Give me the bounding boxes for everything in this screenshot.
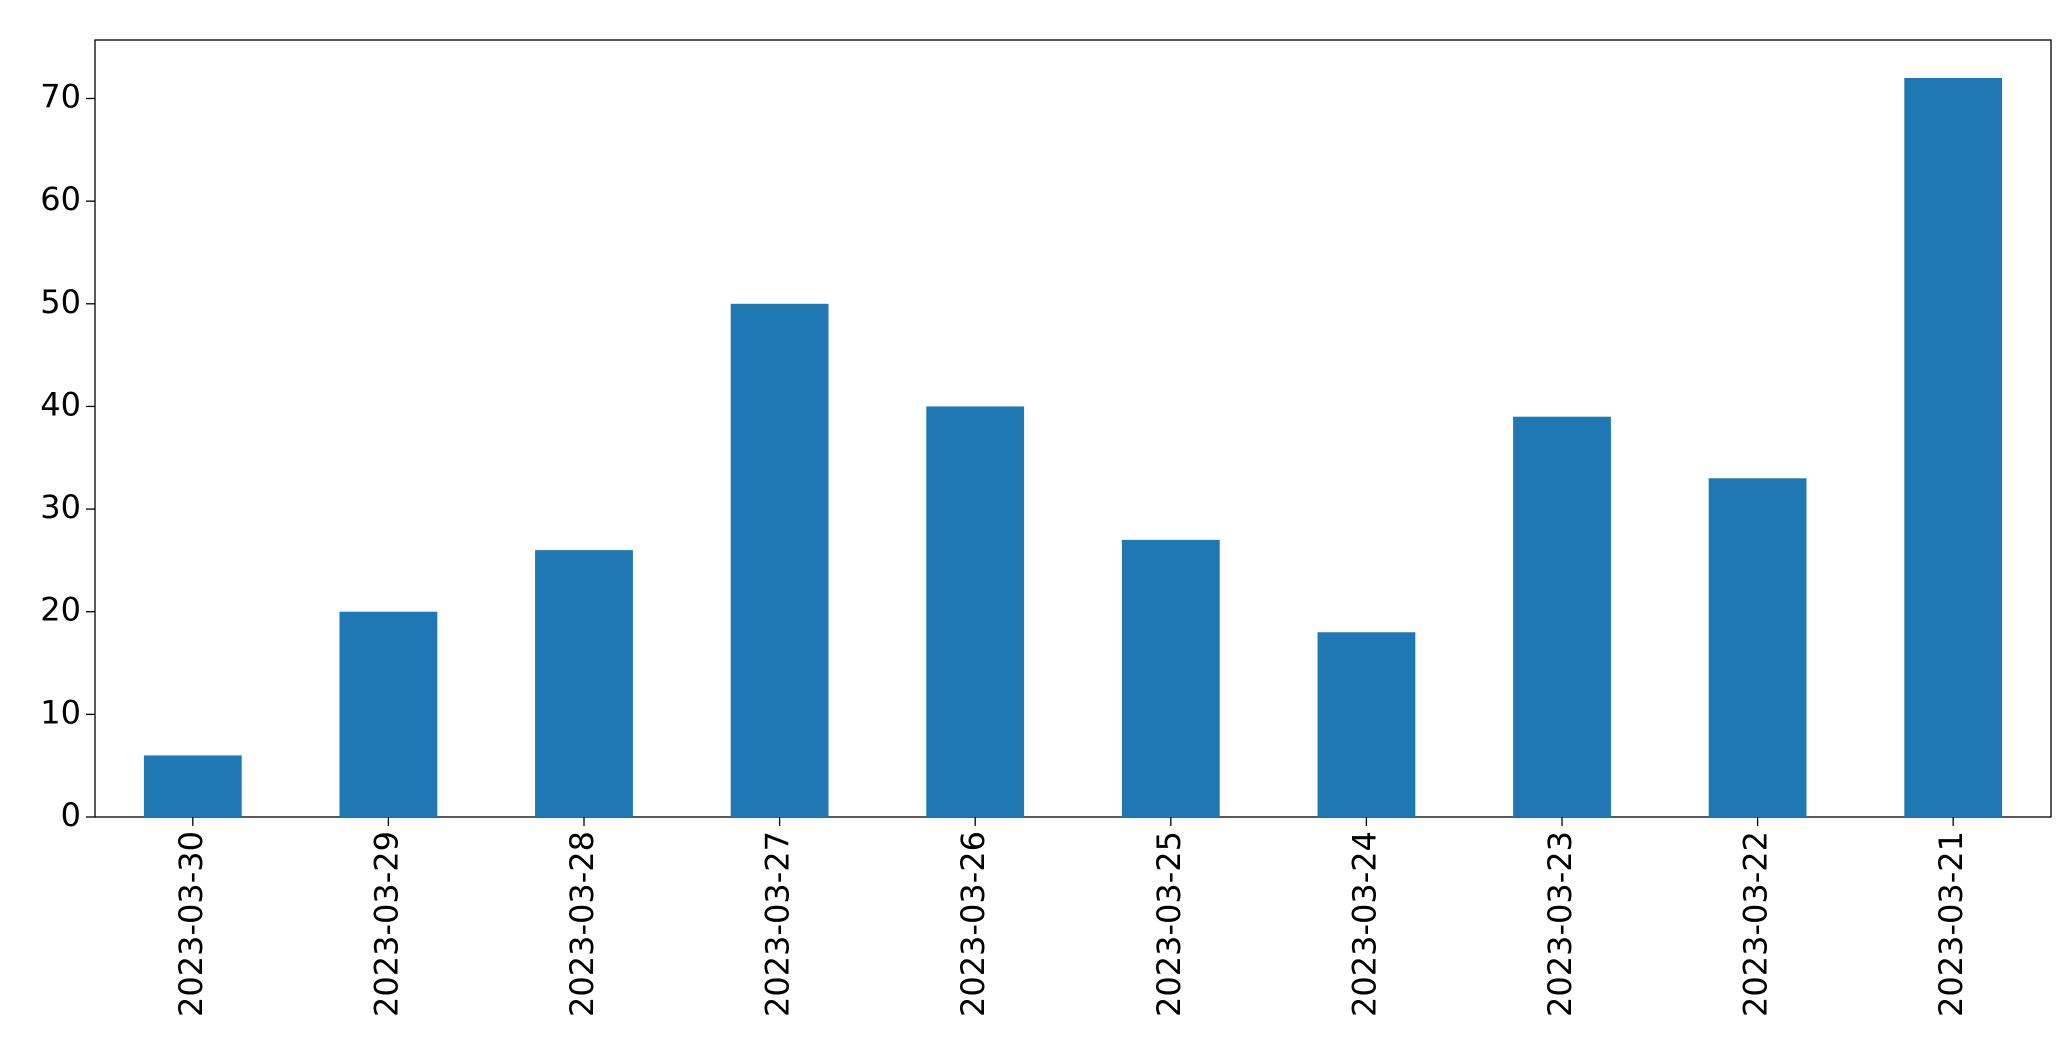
plot-frame xyxy=(94,39,2052,818)
x-tick-label: 2023-03-25 xyxy=(1150,831,1188,1017)
x-tick-label: 2023-03-21 xyxy=(1932,831,1970,1017)
x-tick-label: 2023-03-26 xyxy=(954,831,992,1017)
y-tick-label: 60 xyxy=(40,180,81,218)
bar xyxy=(535,550,633,817)
bar xyxy=(730,303,829,818)
x-tick-label: 2023-03-27 xyxy=(759,831,797,1017)
x-tick-label: 2023-03-24 xyxy=(1345,831,1383,1017)
x-tick-label: 2023-03-30 xyxy=(172,831,210,1017)
y-tick-label: 10 xyxy=(40,693,81,731)
bar xyxy=(1317,632,1416,817)
bar xyxy=(1904,77,2003,818)
x-tick-label: 2023-03-23 xyxy=(1541,831,1579,1017)
x-tick-label: 2023-03-29 xyxy=(367,831,405,1017)
y-tick-label: 0 xyxy=(61,796,81,834)
bar xyxy=(1708,478,1807,817)
y-tick-label: 50 xyxy=(40,283,81,321)
bar xyxy=(339,611,438,817)
y-tick-label: 30 xyxy=(40,488,81,526)
bar xyxy=(1513,416,1611,817)
x-tick-label: 2023-03-28 xyxy=(563,831,601,1017)
y-tick-label: 20 xyxy=(40,591,81,629)
y-tick-label: 70 xyxy=(40,78,81,116)
bar xyxy=(1121,539,1220,817)
y-tick-label: 40 xyxy=(40,385,81,423)
bar xyxy=(143,755,242,817)
bar xyxy=(926,406,1025,817)
x-tick-label: 2023-03-22 xyxy=(1737,831,1775,1017)
